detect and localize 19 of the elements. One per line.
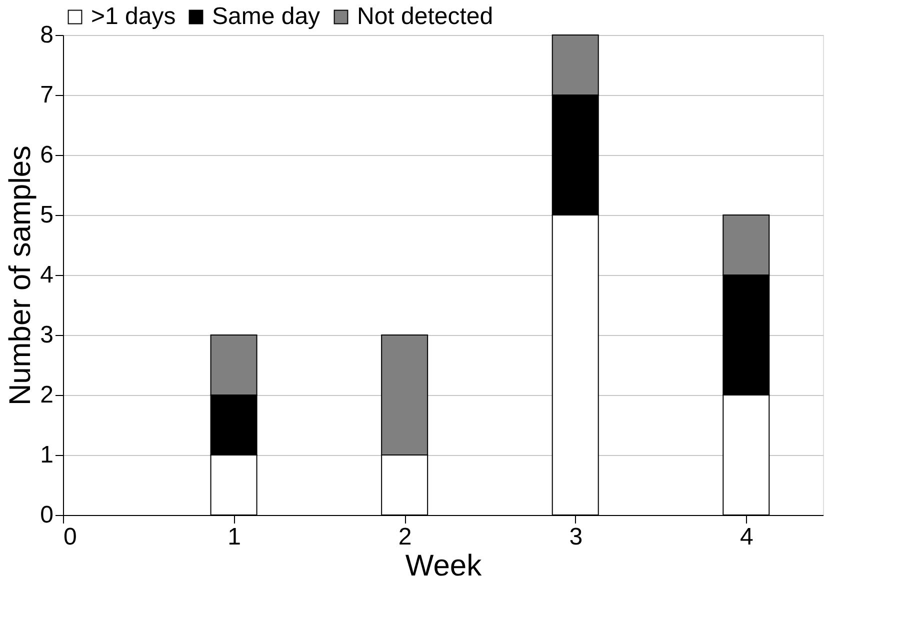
y-tick-label: 5 <box>40 202 54 228</box>
y-tick-label: 1 <box>40 442 54 468</box>
x-tick-label: 2 <box>398 524 412 550</box>
y-tick-label: 2 <box>40 382 54 408</box>
y-tick-label: 0 <box>40 502 54 528</box>
x-tick-label: 0 <box>64 524 77 550</box>
legend-label: >1 days <box>91 3 176 30</box>
y-tick-label: 4 <box>40 262 54 288</box>
y-tick-label: 7 <box>40 82 54 108</box>
x-tick-label: 1 <box>228 524 241 550</box>
y-axis-title: Number of samples <box>4 145 38 406</box>
y-tick-label: 8 <box>40 22 54 48</box>
legend-label: Same day <box>212 3 320 30</box>
legend-label: Not detected <box>357 3 494 30</box>
y-tick-label: 6 <box>40 142 54 168</box>
y-tick-label: 3 <box>40 322 54 348</box>
x-tick-label: 4 <box>740 524 754 550</box>
x-axis-title: Week <box>405 550 483 582</box>
x-tick-label: 3 <box>569 524 583 550</box>
